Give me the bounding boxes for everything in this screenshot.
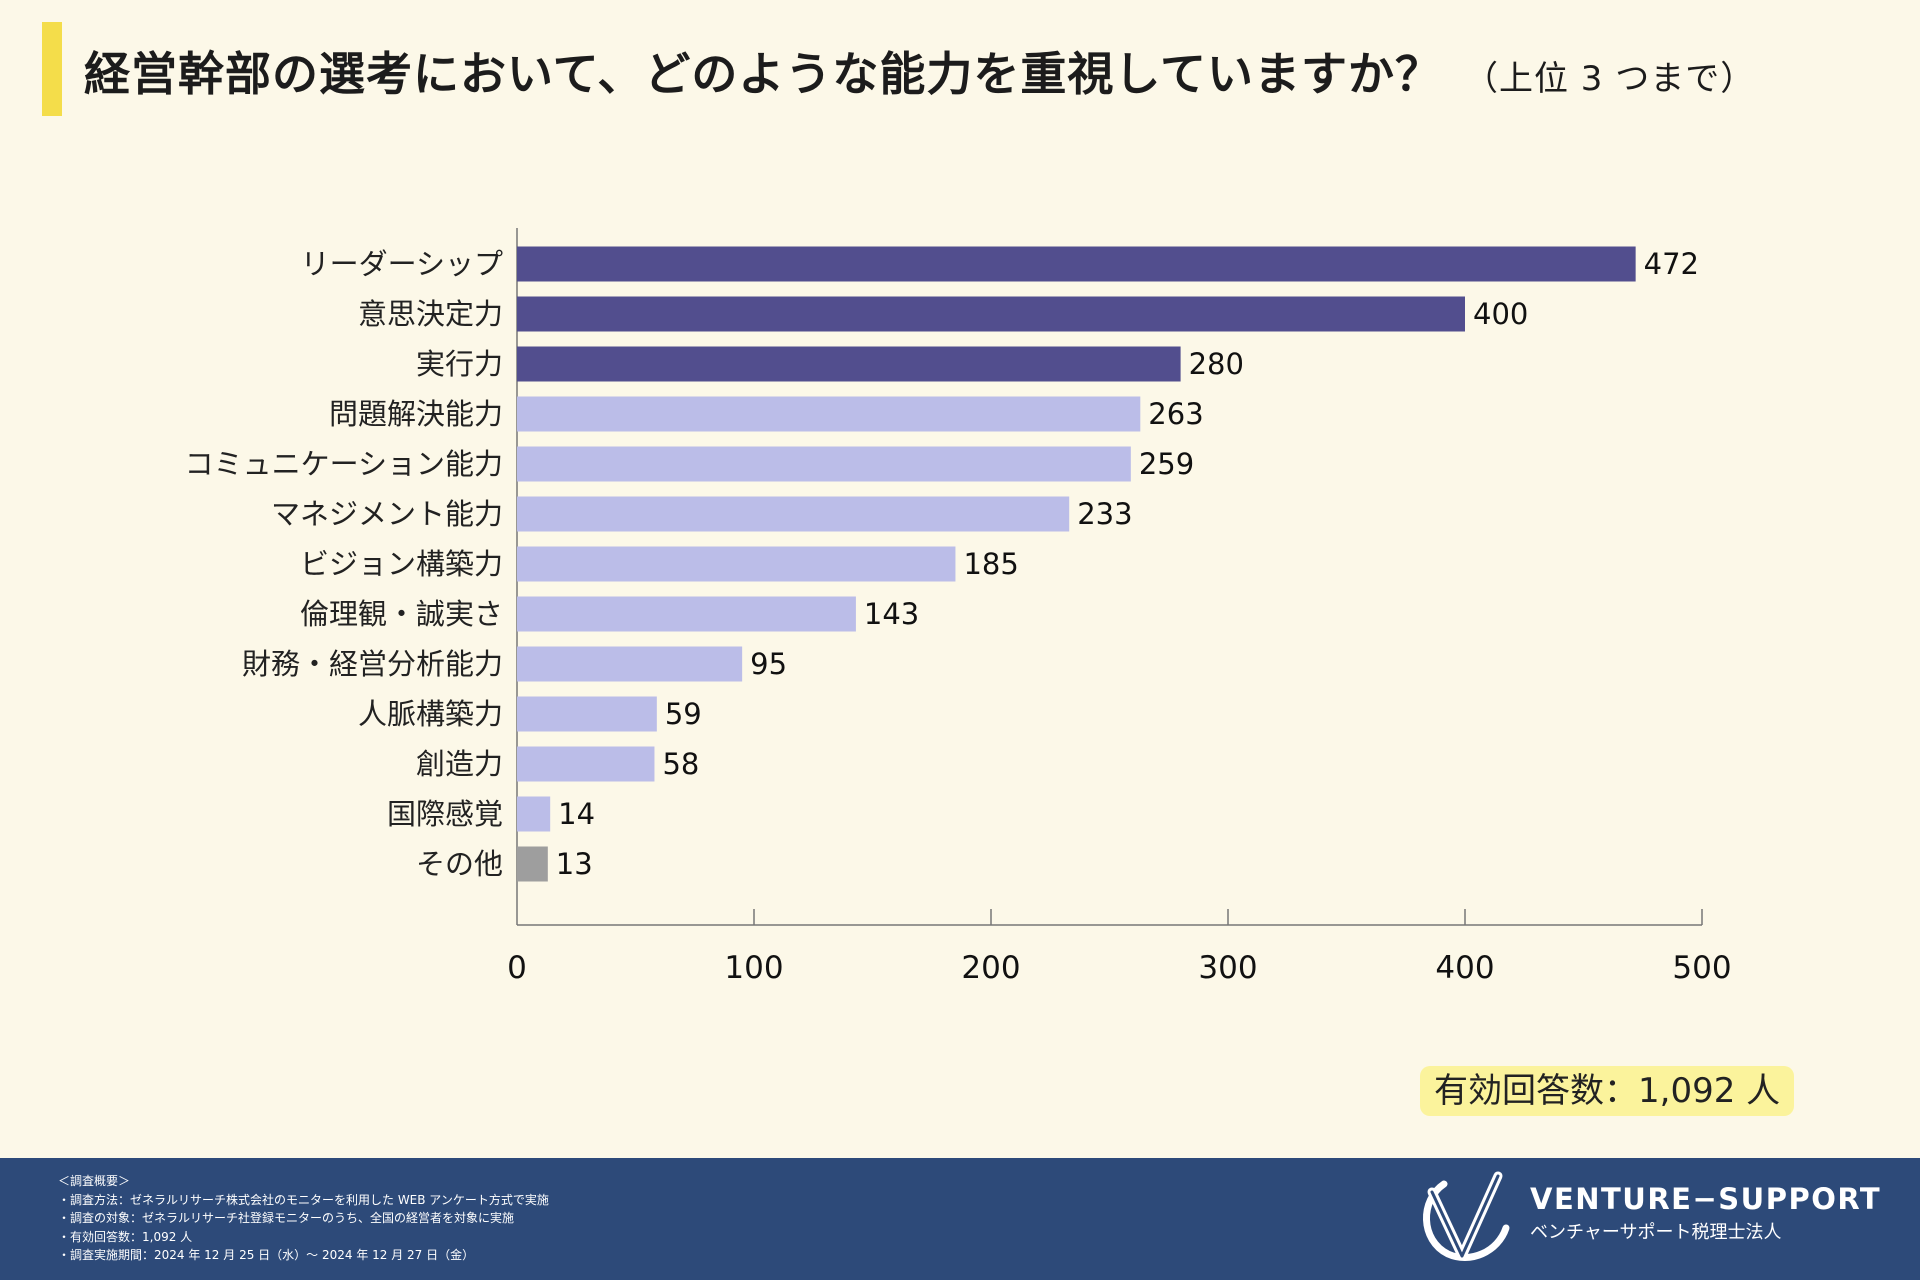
value-label: 58 xyxy=(662,747,699,781)
bar xyxy=(517,696,657,732)
bar xyxy=(517,496,1070,532)
survey-note-line: ・調査実施期間：2024 年 12 月 25 日（水）～ 2024 年 12 月… xyxy=(58,1248,475,1262)
value-label: 263 xyxy=(1148,397,1203,431)
survey-note-line: ＜調査概要＞ xyxy=(58,1174,131,1188)
brand: VENTURE−SUPPORT ベンチャーサポート税理士法人 xyxy=(1530,1182,1881,1244)
category-label: コミュニケーション能力 xyxy=(185,447,503,481)
title-sub: （上位 3 つまで） xyxy=(1463,59,1756,99)
bar xyxy=(517,796,551,832)
page-title: 経営幹部の選考において、どのような能力を重視していますか？ （上位 3 つまで） xyxy=(84,38,1755,104)
category-label: 問題解決能力 xyxy=(329,397,503,431)
category-label: 人脈構築力 xyxy=(358,697,503,731)
respondent-count-badge: 有効回答数：1,092 人 xyxy=(1420,1066,1795,1116)
category-label: 倫理観・誠実さ xyxy=(300,597,503,631)
category-label: ビジョン構築力 xyxy=(300,547,503,581)
bar xyxy=(517,246,1636,282)
value-label: 59 xyxy=(665,697,702,731)
category-label: 創造力 xyxy=(416,747,503,781)
bar xyxy=(517,296,1465,332)
x-tick-label: 400 xyxy=(1435,950,1494,986)
value-label: 400 xyxy=(1473,297,1528,331)
value-label: 233 xyxy=(1077,497,1132,531)
venture-support-logo-icon xyxy=(1423,1171,1510,1262)
category-label: 実行力 xyxy=(416,347,503,381)
x-tick-label: 200 xyxy=(961,950,1020,986)
bar xyxy=(517,646,743,682)
value-label: 14 xyxy=(558,797,595,831)
x-tick-label: 0 xyxy=(507,950,527,986)
value-label: 259 xyxy=(1139,447,1194,481)
bar-chart: 0 100 200 300 400 500 リーダーシップ 472 意思決定力 400 実行力 280… xyxy=(185,228,1732,986)
category-label: その他 xyxy=(416,847,503,881)
survey-note-line: ・調査の対象：ゼネラルリサーチ社登録モニターのうち、全国の経営者を対象に実施 xyxy=(58,1211,515,1225)
category-label: マネジメント能力 xyxy=(271,497,503,531)
bar xyxy=(517,346,1181,382)
survey-notes: ＜調査概要＞ ・調査方法：ゼネラルリサーチ株式会社のモニターを利用した WEB … xyxy=(58,1172,549,1265)
bar xyxy=(517,746,655,782)
value-label: 95 xyxy=(750,647,787,681)
value-label: 472 xyxy=(1644,247,1699,281)
bar xyxy=(517,446,1131,482)
value-label: 143 xyxy=(864,597,919,631)
category-label: 国際感覚 xyxy=(387,797,503,831)
bar xyxy=(517,396,1141,432)
bar xyxy=(517,596,856,632)
x-tick-label: 500 xyxy=(1672,950,1731,986)
title-accent-bar xyxy=(42,22,62,116)
footer: ＜調査概要＞ ・調査方法：ゼネラルリサーチ株式会社のモニターを利用した WEB … xyxy=(0,1158,1920,1280)
survey-note-line: ・有効回答数：1,092 人 xyxy=(58,1229,193,1244)
category-label: リーダーシップ xyxy=(301,247,503,281)
category-label: 財務・経営分析能力 xyxy=(242,647,503,681)
title-main: 経営幹部の選考において、どのような能力を重視していますか？ xyxy=(84,47,1442,101)
brand-name-en: VENTURE−SUPPORT xyxy=(1530,1182,1882,1216)
bar xyxy=(517,546,956,582)
value-label: 13 xyxy=(556,847,593,881)
value-label: 280 xyxy=(1189,347,1244,381)
survey-note-line: ・調査方法：ゼネラルリサーチ株式会社のモニターを利用した WEB アンケート方式… xyxy=(58,1192,549,1207)
brand-name-jp: ベンチャーサポート税理士法人 xyxy=(1530,1222,1782,1243)
category-label: 意思決定力 xyxy=(358,297,503,331)
bar xyxy=(517,846,548,882)
value-label: 185 xyxy=(963,547,1018,581)
x-tick-label: 300 xyxy=(1198,950,1257,986)
x-tick-label: 100 xyxy=(724,950,783,986)
